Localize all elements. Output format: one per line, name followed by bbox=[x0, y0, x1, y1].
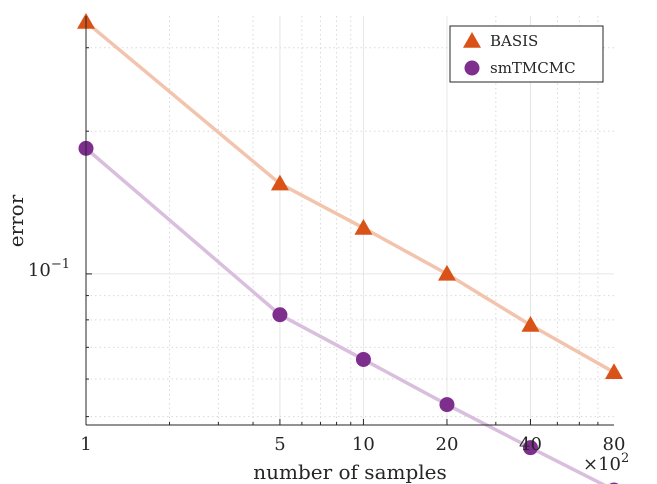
legend-basis-label: BASIS bbox=[490, 32, 538, 50]
y-ticks: 10−1 bbox=[28, 257, 70, 281]
basis-point bbox=[605, 363, 623, 380]
x-tick-label: 40 bbox=[519, 434, 542, 455]
basis-point bbox=[354, 218, 373, 235]
legend-basis-marker bbox=[463, 32, 481, 48]
x-axis-label: number of samples bbox=[253, 460, 447, 484]
basis-point bbox=[270, 174, 289, 191]
smtmcmc-series-line bbox=[84, 147, 606, 484]
basis-point bbox=[521, 316, 540, 332]
legend-smtmcmc-marker bbox=[464, 60, 480, 76]
axes bbox=[85, 16, 614, 426]
legend-items: BASIS smTMCMC bbox=[463, 32, 576, 77]
legend: BASIS smTMCMC bbox=[449, 25, 604, 83]
basis-series-line bbox=[84, 20, 615, 374]
x-ticks: 1 5 10 20 40 80 bbox=[80, 434, 625, 455]
smtmcmc-point bbox=[522, 440, 538, 456]
x-multiplier-label: ×102 bbox=[583, 451, 629, 475]
smtmcmc-point bbox=[272, 307, 288, 323]
y-axis-label: error bbox=[4, 194, 28, 247]
x-tick-label: 5 bbox=[274, 434, 285, 455]
x-tick-label: 10 bbox=[352, 434, 375, 455]
x-tick-label: 1 bbox=[80, 434, 91, 455]
series-lines bbox=[84, 20, 615, 484]
legend-smtmcmc-label: smTMCMC bbox=[490, 59, 576, 77]
basis-point bbox=[437, 264, 456, 281]
x-tick-label: 20 bbox=[436, 434, 459, 455]
x-tick-label: 80 bbox=[603, 434, 626, 455]
smtmcmc-point bbox=[439, 397, 455, 413]
y-tick-label: 10−1 bbox=[28, 257, 70, 281]
smtmcmc-point bbox=[355, 351, 371, 367]
grid bbox=[86, 16, 614, 425]
